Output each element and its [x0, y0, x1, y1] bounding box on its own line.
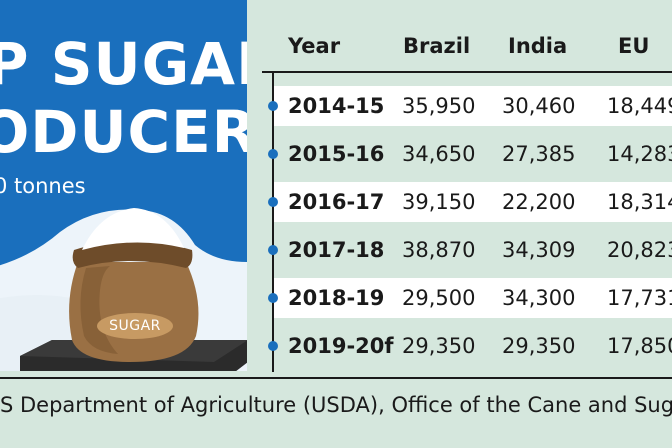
- cell-brazil: 34,650: [402, 142, 476, 166]
- production-table: Year Brazil India EU 2014-15 35,950 30,460…: [262, 28, 672, 372]
- table-row: 2019-20f 29,350 29,350 17,850: [262, 326, 672, 366]
- table-row: 2017-18 38,870 34,309 20,823: [262, 230, 672, 270]
- timeline-dot: [268, 197, 278, 207]
- sack-label-badge: [97, 313, 173, 339]
- cell-brazil: 35,950: [402, 94, 476, 118]
- sack-label-text: SUGAR: [109, 318, 161, 334]
- table-row: 2015-16 34,650 27,385 14,283: [262, 134, 672, 174]
- row-background: [274, 182, 672, 222]
- table-header: Year Brazil India EU: [262, 34, 672, 66]
- footer-divider: [0, 377, 672, 379]
- title-line-1: P SUGAR: [0, 30, 247, 98]
- header-brazil: Brazil: [403, 34, 471, 58]
- row-background: [274, 86, 672, 126]
- cell-india: 30,460: [502, 94, 576, 118]
- table-row: 2016-17 39,150 22,200 18,314: [262, 182, 672, 222]
- cell-year: 2017-18: [288, 238, 385, 262]
- timeline-dot: [268, 101, 278, 111]
- title-line-2: ODUCERS: [0, 98, 247, 166]
- cell-year: 2014-15: [288, 94, 385, 118]
- header-divider: [262, 71, 672, 73]
- sugar-pile: [82, 208, 184, 250]
- timeline-dot: [268, 341, 278, 351]
- table-row: 2014-15 35,950 30,460 18,449: [262, 86, 672, 126]
- table-row: 2018-19 29,500 34,300 17,731: [262, 278, 672, 318]
- timeline-line: [272, 73, 274, 372]
- timeline-dot: [268, 293, 278, 303]
- sugar-sack-illustration: [0, 208, 247, 371]
- cell-india: 27,385: [502, 142, 576, 166]
- timeline-dot: [268, 245, 278, 255]
- cell-brazil: 29,350: [402, 334, 476, 358]
- row-background: [274, 278, 672, 318]
- cell-eu: 18,449: [607, 94, 672, 118]
- cell-eu: 18,314: [607, 190, 672, 214]
- cell-year: 2019-20f: [288, 334, 394, 358]
- source-note: S Department of Agriculture (USDA), Offi…: [0, 393, 672, 417]
- cell-india: 34,300: [502, 286, 576, 310]
- cell-brazil: 38,870: [402, 238, 476, 262]
- header-india: India: [508, 34, 568, 58]
- timeline-dot: [268, 149, 278, 159]
- cell-india: 34,309: [502, 238, 576, 262]
- cell-eu: 17,731: [607, 286, 672, 310]
- cell-eu: 17,850: [607, 334, 672, 358]
- sack-rim: [72, 241, 193, 268]
- header-eu: EU: [618, 34, 650, 58]
- unit-subtitle: 0 tonnes: [0, 174, 86, 198]
- cell-brazil: 29,500: [402, 286, 476, 310]
- cell-year: 2018-19: [288, 286, 385, 310]
- cell-eu: 14,283: [607, 142, 672, 166]
- cell-eu: 20,823: [607, 238, 672, 262]
- cell-brazil: 39,150: [402, 190, 476, 214]
- cell-year: 2016-17: [288, 190, 385, 214]
- cell-india: 29,350: [502, 334, 576, 358]
- cell-year: 2015-16: [288, 142, 385, 166]
- cell-india: 22,200: [502, 190, 576, 214]
- header-year: Year: [288, 34, 341, 58]
- title-panel: P SUGAR ODUCERS 0 tonnes SUGAR: [0, 0, 247, 371]
